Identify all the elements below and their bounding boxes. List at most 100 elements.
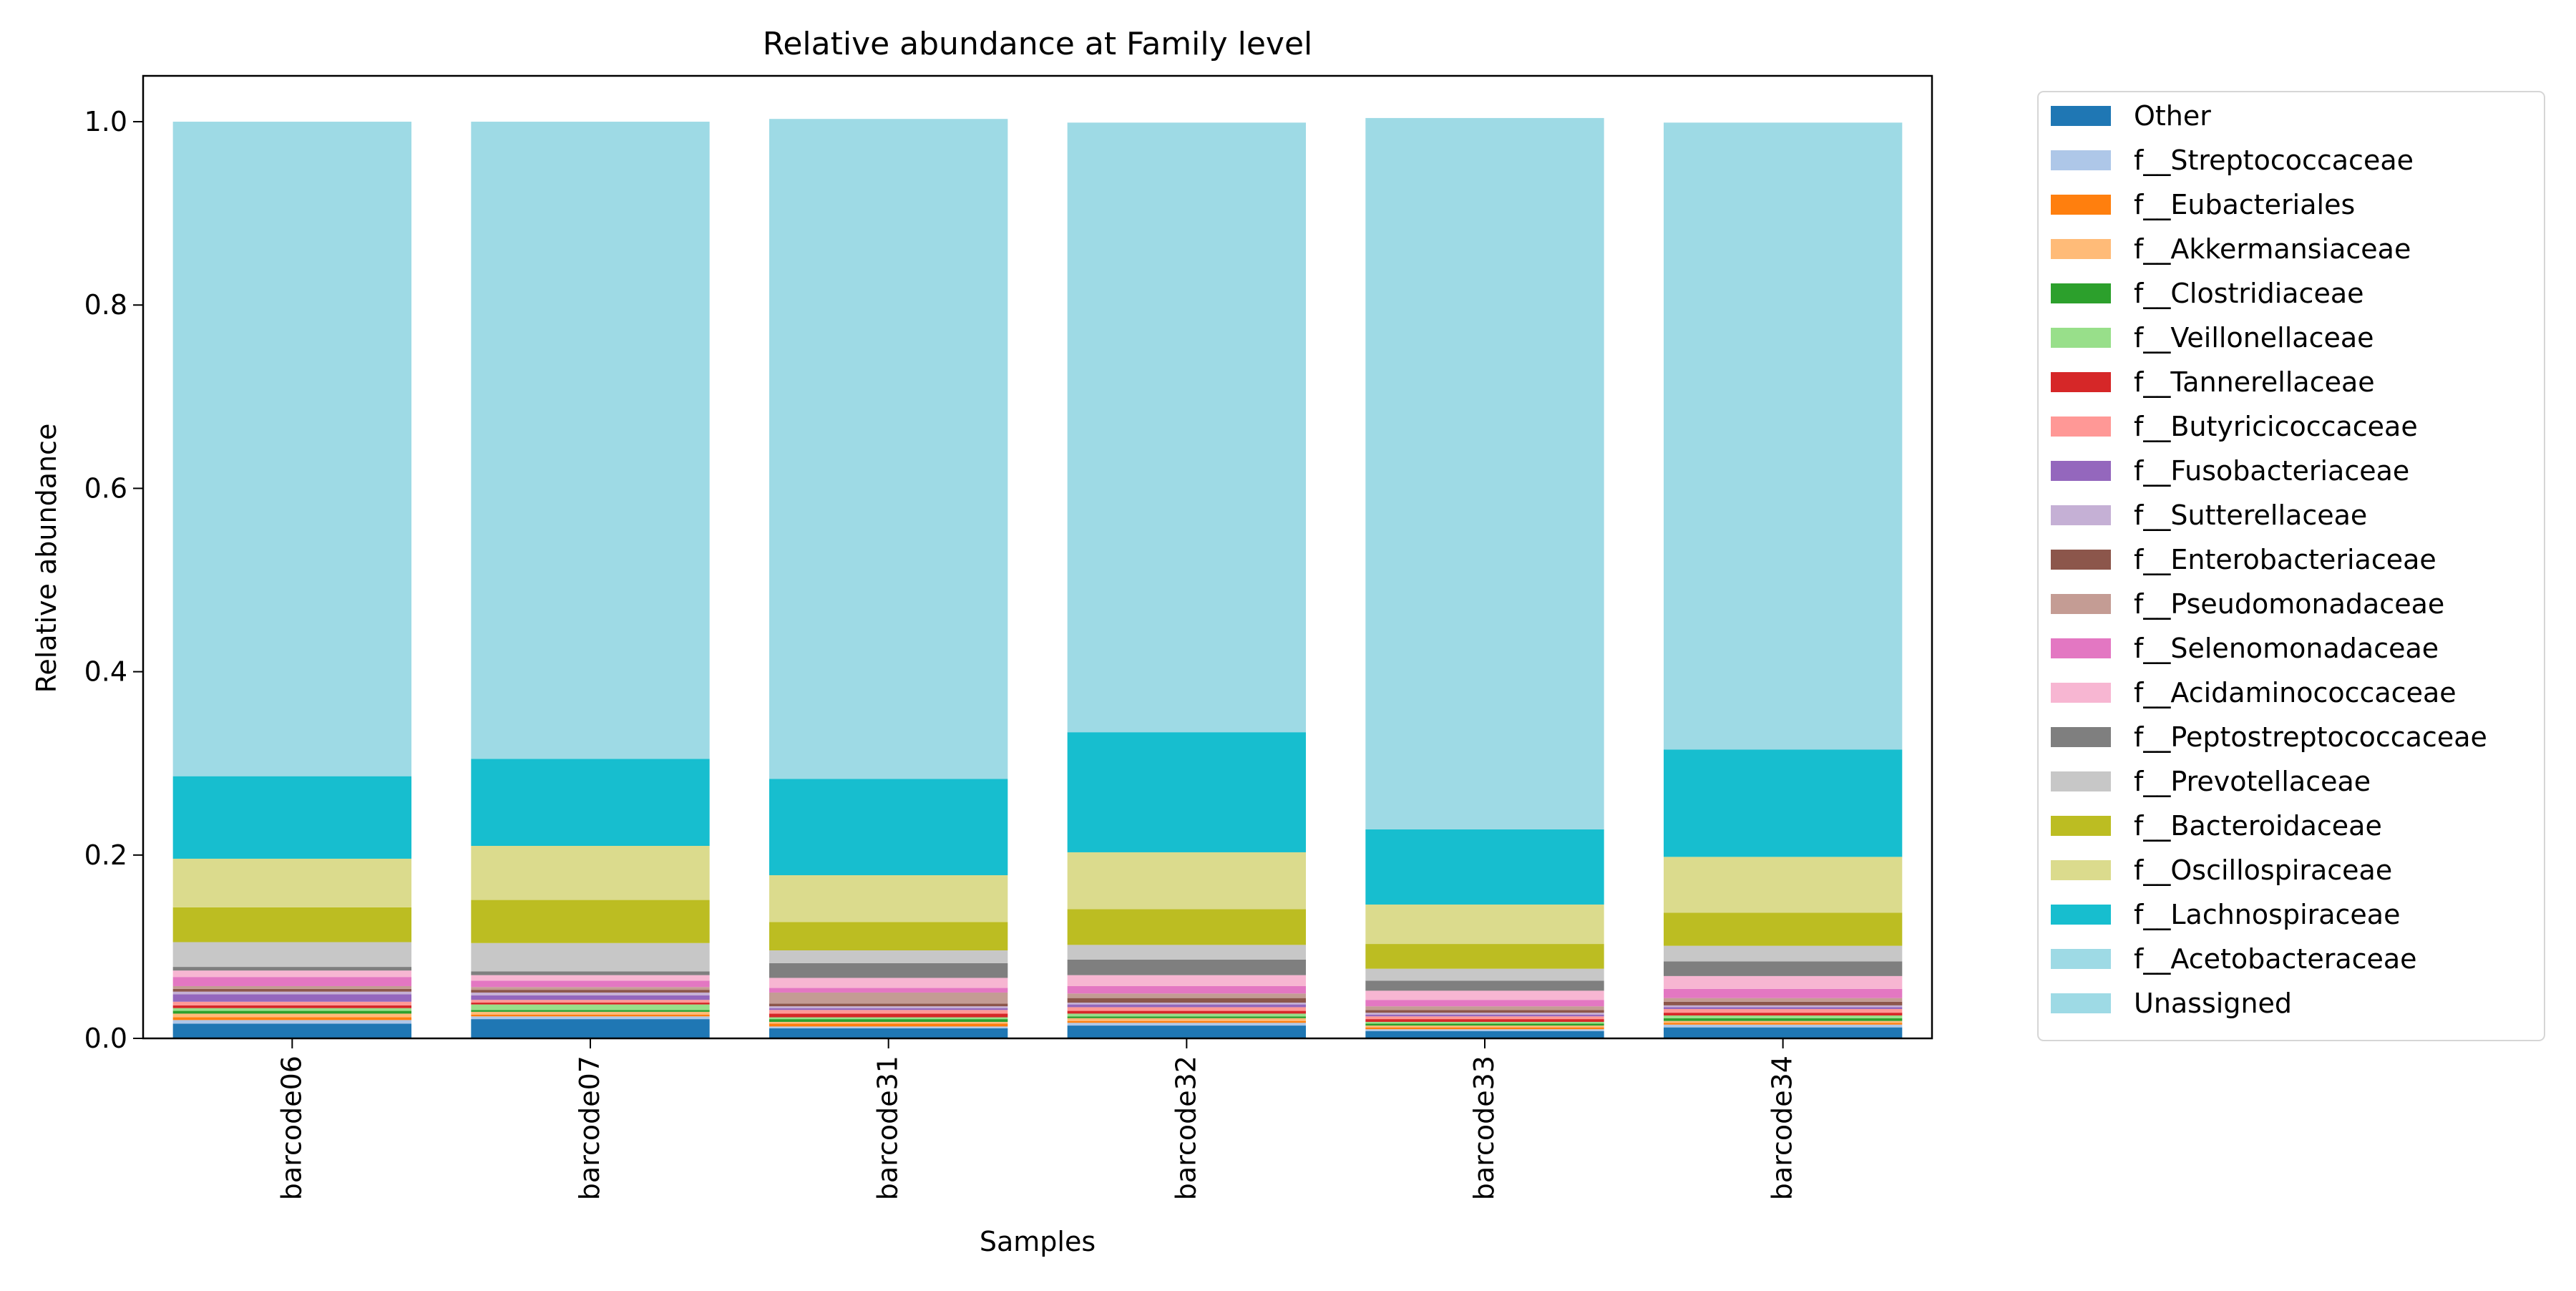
bar-segment [172, 994, 412, 1002]
legend-label: f__Eubacteriales [2134, 189, 2355, 220]
bar-segment [769, 1028, 1008, 1038]
legend-label: f__Lachnospiraceae [2134, 899, 2400, 930]
bar-segment [769, 1008, 1008, 1010]
bar-segment [1664, 988, 1903, 998]
bar-segment [1067, 1023, 1306, 1026]
bar-segment [172, 907, 412, 942]
bar-segment [1664, 912, 1903, 946]
bar-segment [1365, 1019, 1604, 1022]
bar-segment [172, 967, 412, 971]
bar-segment [1365, 1023, 1604, 1026]
bar-segment [1664, 1005, 1903, 1008]
bar-segment [1664, 1013, 1903, 1015]
bar-segment [172, 1020, 412, 1024]
x-tick-label: barcode33 [1468, 1056, 1500, 1200]
bar-segment [172, 1008, 412, 1011]
bar-segment [471, 1000, 710, 1003]
bar-segment [172, 776, 412, 859]
bar-segment [769, 875, 1008, 922]
legend-label: f__Veillonellaceae [2134, 322, 2374, 354]
bar-segment [1365, 1026, 1604, 1028]
bar-segment [1664, 1020, 1903, 1023]
legend-swatch [2051, 372, 2111, 392]
bar-segment [1067, 1004, 1306, 1008]
legend-label: f__Pseudomonadaceae [2134, 588, 2444, 620]
bar-segment [172, 988, 412, 992]
bar-segment [172, 985, 412, 989]
bar-segment [1067, 1010, 1306, 1014]
bar-segment [1067, 909, 1306, 945]
bar-segment [1067, 122, 1306, 733]
legend-label: f__Peptostreptococcaceae [2134, 721, 2487, 753]
bar-segment [471, 942, 710, 972]
bar-segment [1365, 1013, 1604, 1015]
legend-label: f__Tannerellaceae [2134, 366, 2375, 398]
bar-segment [1664, 975, 1903, 989]
x-axis-label: Samples [980, 1226, 1096, 1257]
bar-segment [172, 970, 412, 978]
legend-label: f__Akkermansiaceae [2134, 233, 2411, 265]
bar-segment [172, 122, 412, 776]
legend-swatch [2051, 550, 2111, 570]
bar-segment [471, 980, 710, 988]
bar-segment [1067, 1007, 1306, 1011]
chart-title: Relative abundance at Family level [763, 26, 1313, 62]
bar-segment [1664, 749, 1903, 857]
bar-segment [471, 1010, 710, 1012]
bar-segment [1365, 1000, 1604, 1007]
bar-segment [1067, 1003, 1306, 1005]
bar-segment [1664, 945, 1903, 962]
legend-swatch [2051, 594, 2111, 614]
bar-segment [1067, 985, 1306, 994]
bar-segment [769, 1003, 1008, 1007]
bar-segment [1067, 975, 1306, 986]
legend-label: f__Fusobacteriaceae [2134, 455, 2409, 487]
bar-segment [769, 1017, 1008, 1020]
y-tick-label: 0.0 [84, 1023, 127, 1054]
legend-swatch [2051, 505, 2111, 525]
bar-segment [471, 1016, 710, 1020]
bar-segment [1067, 993, 1306, 998]
y-tick-label: 0.8 [84, 289, 127, 321]
legend-label: f__Enterobacteriaceae [2134, 544, 2436, 575]
bar-segment [769, 988, 1008, 993]
bar-segment [172, 858, 412, 907]
bar-segment [471, 1014, 710, 1017]
bar-segment [1067, 1018, 1306, 1021]
bar-segment [471, 1019, 710, 1038]
legend-label: f__Prevotellaceae [2134, 766, 2371, 797]
legend-swatch [2051, 328, 2111, 348]
legend-label: Unassigned [2134, 988, 2292, 1019]
bar-segment [769, 978, 1008, 988]
bar-segment [1664, 1015, 1903, 1018]
bar-segment [471, 900, 710, 943]
bar-segment [1067, 1016, 1306, 1018]
bar-segment [1365, 904, 1604, 945]
legend-label: f__Clostridiaceae [2134, 278, 2364, 309]
bar-segment [471, 975, 710, 981]
bar-segment [1664, 1024, 1903, 1028]
legend-swatch [2051, 993, 2111, 1013]
legend-label: f__Acidaminococcaceae [2134, 677, 2457, 708]
bar-segment [1365, 1021, 1604, 1024]
legend-label: f__Acetobacteraceae [2134, 943, 2417, 975]
y-axis-label: Relative abundance [31, 424, 62, 693]
bar-segment [1067, 1013, 1306, 1017]
legend-swatch [2051, 727, 2111, 747]
bar-segment [1067, 1020, 1306, 1023]
legend-swatch [2051, 771, 2111, 791]
y-tick-label: 1.0 [84, 106, 127, 137]
bar-segment [769, 779, 1008, 875]
bar-segment [1365, 980, 1604, 991]
bar-segment [1664, 122, 1903, 750]
bar-segment [769, 1021, 1008, 1024]
bar-segment [471, 992, 710, 995]
bar-segment [471, 122, 710, 759]
legend-swatch [2051, 638, 2111, 658]
bar-segment [1664, 1001, 1903, 1005]
bar-segment [471, 971, 710, 975]
bar-segment [1664, 961, 1903, 976]
legend: Other f__Streptococcaceae f__Eubacteriales… [2037, 91, 2545, 1041]
bar-segment [1365, 1006, 1604, 1010]
bar-segment [471, 1004, 710, 1010]
